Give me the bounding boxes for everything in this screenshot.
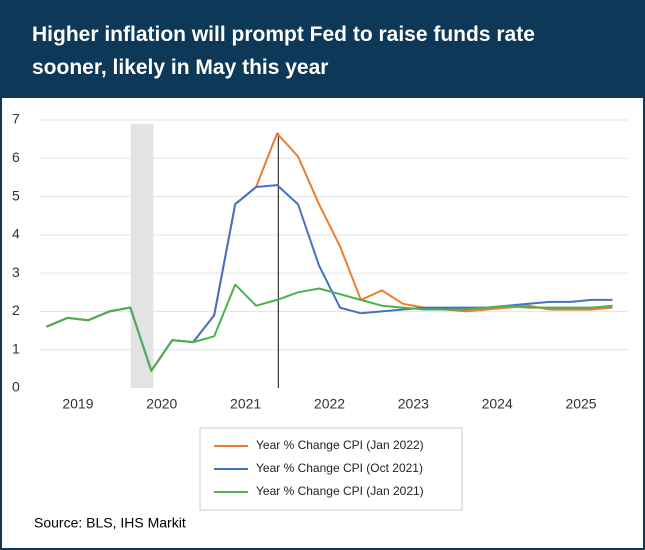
legend-label: Year % Change CPI (Jan 2021)	[256, 484, 424, 498]
legend-label: Year % Change CPI (Oct 2021)	[256, 461, 423, 475]
y-tick-label: 2	[12, 302, 20, 318]
series-line	[46, 283, 613, 372]
x-tick-label: 2024	[482, 396, 513, 412]
x-tick-label: 2025	[565, 396, 596, 412]
x-tick-label: 2021	[230, 396, 261, 412]
x-tick-label: 2020	[146, 396, 177, 412]
y-tick-label: 5	[12, 187, 20, 203]
y-tick-label: 1	[12, 340, 20, 356]
source-note: Source: BLS, IHS Markit	[34, 515, 186, 531]
y-tick-label: 7	[12, 111, 20, 127]
x-tick-label: 2022	[314, 396, 345, 412]
x-tick-label: 2019	[62, 396, 93, 412]
y-tick-label: 4	[12, 226, 20, 242]
x-tick-label: 2023	[398, 396, 429, 412]
legend-label: Year % Change CPI (Jan 2022)	[256, 438, 424, 452]
y-tick-label: 6	[12, 149, 20, 165]
shaded-region	[130, 124, 154, 388]
chart-title: Higher inflation will prompt Fed to rais…	[32, 23, 535, 79]
y-tick-label: 0	[12, 379, 20, 395]
y-tick-label: 3	[12, 264, 20, 280]
title-banner	[2, 2, 643, 98]
